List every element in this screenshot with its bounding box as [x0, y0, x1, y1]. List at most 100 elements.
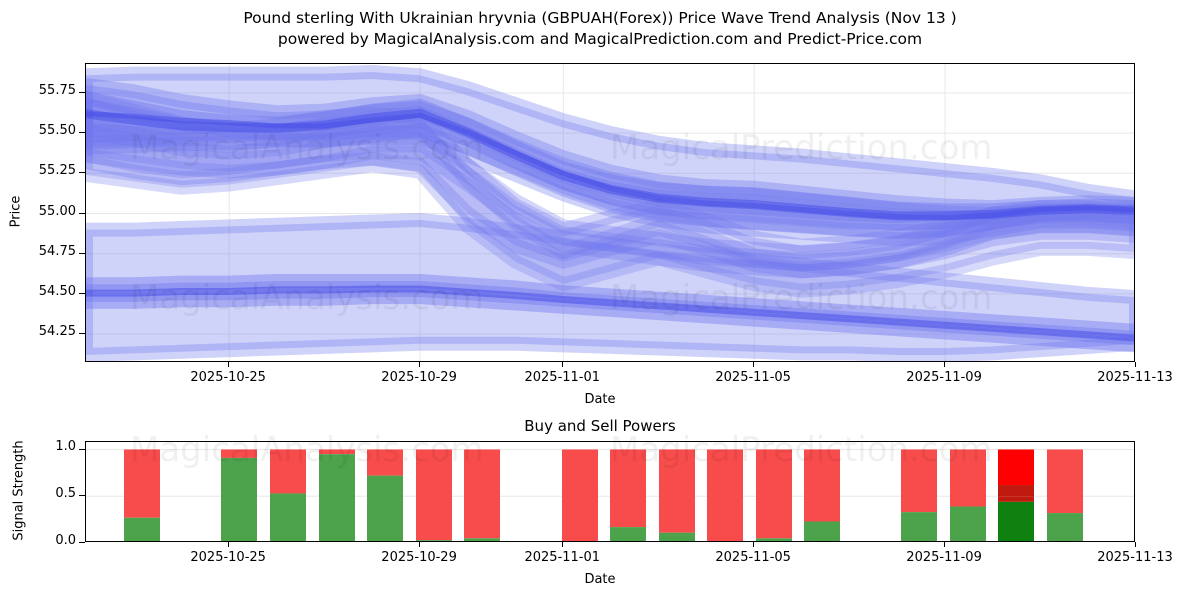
power-bar-buy [804, 521, 840, 541]
power-y-tick-label: 0.5 [55, 486, 76, 502]
price-wave-svg [86, 64, 1134, 361]
power-bar-sell [221, 449, 257, 458]
price-y-tick-label: 55.00 [38, 203, 76, 219]
power-bar [367, 449, 403, 541]
power-bar-sell [610, 449, 646, 528]
power-x-tick-label: 2025-11-13 [1097, 550, 1173, 565]
power-x-tickmark [419, 542, 421, 547]
power-bar-buy [998, 501, 1034, 541]
power-bar [562, 449, 598, 542]
power-x-axis-label: Date [584, 572, 616, 587]
price-x-tickmark [228, 362, 230, 367]
power-bar [270, 449, 306, 541]
power-bar-sell [124, 449, 160, 518]
price-y-tickmark [79, 252, 85, 254]
power-bar [464, 449, 500, 541]
price-x-axis-label: Date [584, 392, 616, 407]
power-bar [416, 449, 452, 541]
power-bar [1047, 449, 1083, 541]
power-bar-buy [707, 541, 743, 542]
power-bar-sell-dark2 [998, 496, 1034, 502]
power-bar [221, 449, 257, 541]
power-y-tickmark [79, 542, 85, 543]
price-x-tick-label: 2025-11-01 [524, 370, 601, 385]
power-bar-buy [1047, 513, 1083, 541]
power-bar-sell [950, 449, 986, 507]
price-x-tickmark [1135, 362, 1136, 367]
price-y-tick-label: 55.25 [38, 163, 76, 179]
buy-sell-power-plot-area [85, 441, 1135, 542]
power-y-tick-label: 0.0 [55, 533, 76, 548]
price-x-tick-label: 2025-11-05 [715, 370, 791, 385]
price-wave-core-line [86, 285, 1134, 342]
price-wave-band [86, 274, 1134, 353]
price-x-tick-label: 2025-11-09 [906, 370, 982, 385]
power-x-tickmark [228, 542, 230, 547]
power-bar-buy [756, 538, 792, 541]
power-bar-sell [416, 449, 452, 541]
power-bar-buy [221, 457, 257, 541]
price-y-tickmark [79, 333, 85, 335]
power-bar-sell [464, 449, 500, 539]
title-line-sub: powered by MagicalAnalysis.com and Magic… [277, 30, 923, 48]
power-x-tickmark [562, 542, 564, 547]
price-y-tickmark [79, 132, 85, 134]
power-x-tick-label: 2025-10-29 [381, 550, 457, 565]
power-chart-title: Buy and Sell Powers [524, 417, 676, 435]
power-bar-sell [659, 449, 695, 533]
power-bar-buy [124, 517, 160, 541]
power-bar-buy [659, 532, 695, 541]
page-title: Pound sterling With Ukrainian hryvnia (G… [0, 8, 1200, 50]
power-y-tick-label: 1.0 [55, 439, 76, 455]
price-y-tick-label: 54.25 [38, 324, 76, 340]
price-y-tickmark [79, 91, 85, 93]
price-y-tickmark [79, 172, 85, 174]
price-y-tickmark [79, 212, 85, 214]
power-x-tick-label: 2025-11-09 [906, 550, 982, 565]
power-x-tickmark [753, 542, 755, 547]
power-bar [756, 449, 792, 541]
price-x-tickmark [944, 362, 946, 367]
price-y-tick-label: 54.50 [38, 283, 76, 299]
power-bar [659, 449, 695, 541]
power-bar-buy [270, 493, 306, 541]
price-x-tick-label: 2025-10-25 [190, 370, 266, 385]
power-y-tickmark [79, 448, 85, 450]
title-line-main: Pound sterling With Ukrainian hryvnia (G… [243, 9, 957, 27]
price-y-tickmark [79, 292, 85, 294]
power-bar-buy [901, 512, 937, 541]
power-bar-buy [562, 541, 598, 542]
price-x-tickmark [753, 362, 755, 367]
power-bar-sell [901, 449, 937, 513]
power-x-tick-label: 2025-11-05 [715, 550, 791, 565]
power-bar-sell [707, 449, 743, 541]
price-x-tickmark [562, 362, 564, 367]
power-bar [950, 449, 986, 541]
power-bar [998, 449, 1034, 541]
power-bar-sell [998, 449, 1034, 486]
price-x-tick-label: 2025-11-13 [1097, 370, 1173, 385]
price-x-tick-label: 2025-10-29 [381, 370, 457, 385]
power-bar-sell [562, 449, 598, 541]
power-bar-sell [804, 449, 840, 522]
power-bar-sell [319, 449, 355, 455]
price-wave-plot-area [85, 63, 1135, 362]
power-bar-buy [610, 527, 646, 541]
price-wave-band [86, 65, 1134, 247]
power-x-tick-label: 2025-11-01 [524, 550, 601, 565]
power-bar-sell-dark [998, 485, 1034, 497]
price-y-tick-label: 54.75 [38, 243, 76, 259]
power-bar-sell [1047, 449, 1083, 514]
power-bar-buy [367, 475, 403, 541]
power-bar-buy [464, 538, 500, 541]
power-bar-buy [416, 540, 452, 541]
power-bar-sell [367, 449, 403, 476]
power-bar [319, 449, 355, 541]
price-y-tick-label: 55.75 [38, 82, 76, 98]
power-bar-sell [270, 449, 306, 494]
power-bar [804, 449, 840, 541]
price-wave-band [86, 90, 1134, 279]
power-bar [124, 449, 160, 541]
price-wave-core-line [86, 111, 1134, 221]
power-x-tickmark [944, 542, 946, 547]
